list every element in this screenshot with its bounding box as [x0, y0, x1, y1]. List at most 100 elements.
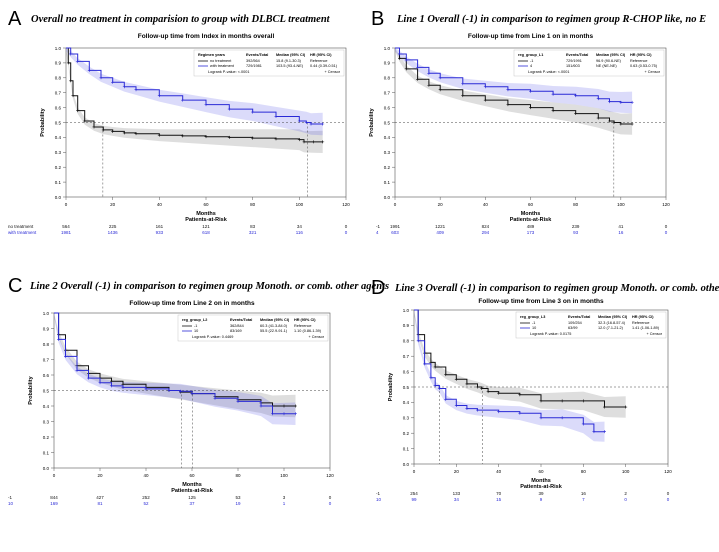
- risk-table-value: 161: [156, 224, 164, 229]
- legend-box: [193, 49, 345, 77]
- y-tick-label: 0.3: [55, 150, 62, 155]
- risk-table-value: 39: [538, 491, 544, 496]
- x-axis-label: Months: [521, 211, 541, 217]
- legend-header: HR (95% CI): [630, 53, 652, 57]
- censor-mark: [213, 396, 217, 400]
- legend-cell: NE (NE-NE): [596, 64, 617, 68]
- y-tick-label: 0.5: [403, 385, 410, 390]
- y-tick-label: 0.2: [43, 435, 50, 440]
- x-tick-label: 0: [394, 202, 397, 207]
- risk-table-value: 933: [156, 230, 164, 235]
- x-axis-label: Months: [196, 211, 216, 217]
- legend-cell: -1: [530, 59, 533, 63]
- censor-mark: [111, 80, 115, 84]
- censor-mark: [518, 393, 522, 397]
- y-tick-label: 0.4: [403, 400, 410, 405]
- x-tick-label: 20: [438, 202, 444, 207]
- censor-mark: [71, 94, 75, 98]
- censor-mark: [619, 122, 623, 126]
- risk-table-label: no treatment: [8, 224, 34, 229]
- risk-table-value: 225: [109, 224, 117, 229]
- risk-table-value: 70: [496, 491, 502, 496]
- censor-mark: [624, 405, 628, 409]
- confidence-band: [54, 313, 296, 418]
- censor-mark: [506, 103, 510, 107]
- censor-mark: [416, 77, 420, 81]
- legend-cell: 60.3 (41.3-84.0): [260, 324, 288, 328]
- x-tick-label: 80: [573, 202, 579, 207]
- risk-table-value: 252: [142, 495, 150, 500]
- legend-cell: 63/99: [568, 326, 578, 330]
- censor-mark: [83, 119, 87, 123]
- risk-table-value: 34: [454, 497, 460, 502]
- y-tick-label: 0.0: [55, 195, 62, 200]
- x-axis-label: Months: [182, 482, 202, 488]
- censor-mark: [529, 106, 532, 110]
- risk-table-value: 37: [189, 501, 195, 506]
- legend-header: reg_group_L1: [518, 53, 543, 57]
- censor-mark: [101, 128, 105, 132]
- censor-mark: [423, 362, 427, 366]
- censor-mark: [122, 131, 126, 135]
- risk-table-value: 824: [482, 224, 490, 229]
- chart-title: Follow-up time from Line 1 on in months: [468, 33, 594, 40]
- risk-table-value: 1: [283, 501, 286, 506]
- censor-mark: [304, 121, 308, 124]
- y-tick-label: 0.6: [55, 105, 62, 110]
- legend-header: Median (95% CI): [260, 318, 290, 322]
- legend-cell: -1: [194, 324, 197, 328]
- y-tick-label: 0.2: [384, 165, 391, 170]
- legend-cell: 83/169: [230, 329, 242, 333]
- censor-mark: [57, 337, 61, 341]
- censor-mark: [465, 382, 469, 386]
- censor-mark: [630, 122, 634, 126]
- risk-table-label: 10: [8, 501, 14, 506]
- panel-caption: Overall no treatment in comparision to g…: [31, 14, 330, 25]
- y-tick-label: 0.0: [384, 195, 391, 200]
- censor-mark: [134, 88, 138, 92]
- risk-table-value: 83: [250, 224, 256, 229]
- y-tick-label: 0.9: [55, 61, 62, 66]
- censor-mark: [483, 85, 487, 89]
- x-tick-label: 80: [250, 202, 256, 207]
- legend-header: Events/Total: [566, 53, 588, 57]
- censor-mark: [429, 376, 433, 380]
- censor-mark: [92, 125, 96, 129]
- legend-cell: 729/1981: [246, 64, 262, 68]
- y-tick-label: 0.6: [384, 105, 391, 110]
- x-tick-label: 100: [296, 202, 304, 207]
- censor-mark: [404, 67, 408, 71]
- risk-table-value: 41: [618, 224, 624, 229]
- panel-letter: C: [8, 275, 23, 297]
- censor-mark: [179, 389, 182, 393]
- y-tick-label: 0.9: [403, 323, 410, 328]
- risk-table-value: 93: [573, 230, 579, 235]
- chart-title: Follow-up time from Line 2 on in months: [129, 300, 255, 307]
- y-tick-label: 0.7: [55, 91, 62, 96]
- censor-mark: [596, 97, 600, 101]
- censor-mark: [227, 107, 231, 111]
- x-tick-label: 120: [664, 469, 672, 474]
- legend-header: Events/Total: [568, 315, 590, 319]
- risk-table-value: 0: [665, 224, 668, 229]
- censor-mark: [75, 368, 79, 372]
- x-tick-label: 20: [110, 202, 116, 207]
- x-tick-label: 20: [97, 473, 103, 478]
- chart-title: Follow-up time from Index in months over…: [138, 33, 275, 40]
- censor-mark: [574, 112, 578, 116]
- legend-header: reg_group_L2: [182, 318, 207, 322]
- censor-mark: [309, 122, 313, 126]
- risk-table-value: 0: [667, 491, 670, 496]
- legend-cell: Reference: [310, 59, 328, 63]
- censor-mark: [294, 412, 297, 416]
- risk-table-value: 409: [436, 230, 444, 235]
- censor-mark: [99, 76, 103, 80]
- x-tick-label: 0: [65, 202, 68, 207]
- y-tick-label: 0.9: [384, 61, 391, 66]
- censor-mark: [416, 65, 420, 69]
- censor-mark: [69, 52, 73, 56]
- legend-pvalue: Logrank P-value: 0.4469: [192, 335, 233, 339]
- y-tick-label: 0.0: [43, 466, 50, 471]
- y-tick-label: 0.1: [43, 450, 50, 455]
- censor-mark: [64, 354, 67, 358]
